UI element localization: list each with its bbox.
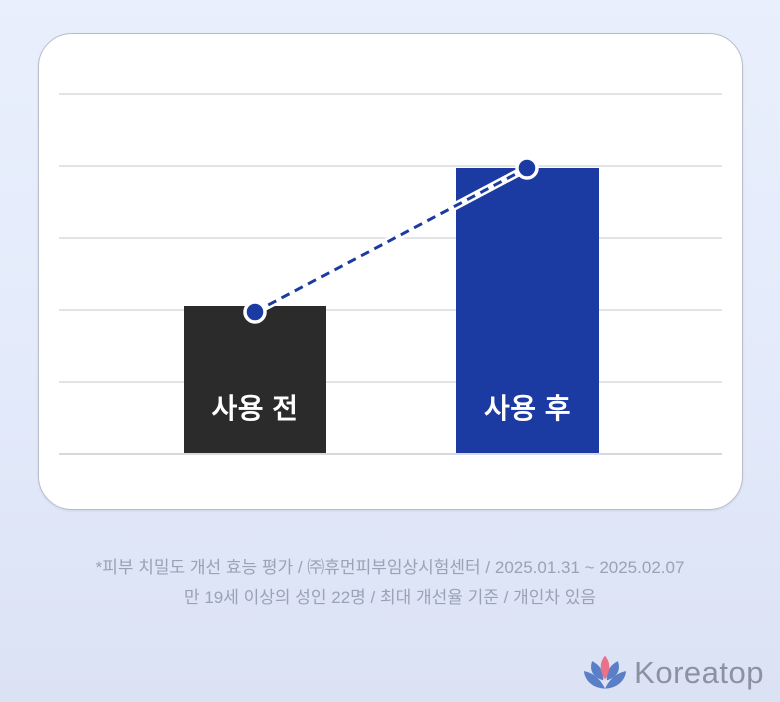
bar-label-before: 사용 전: [211, 393, 299, 424]
gridline: [59, 93, 722, 95]
bar-after-use: 사용 후: [456, 168, 599, 453]
gridline: [59, 309, 722, 311]
gridline: [59, 237, 722, 239]
footnote: *피부 치밀도 개선 효능 평가 / ㈜휴먼피부임상시험센터 / 2025.01…: [0, 553, 780, 613]
chart-card: 사용 전 사용 후: [38, 33, 743, 510]
bar-label-after: 사용 후: [483, 393, 572, 424]
footnote-line-1: *피부 치밀도 개선 효능 평가 / ㈜휴먼피부임상시험센터 / 2025.01…: [95, 558, 685, 577]
x-axis-baseline: [59, 453, 722, 455]
koreatop-logo: Koreatop: [583, 653, 764, 693]
logo-wordmark: Koreatop: [634, 655, 764, 690]
gridline: [59, 381, 722, 383]
footnote-line-2: 만 19세 이상의 성인 22명 / 최대 개선율 기준 / 개인차 있음: [183, 588, 597, 607]
gridline: [59, 165, 722, 167]
lotus-icon: [584, 655, 627, 689]
bar-before-use: 사용 전: [184, 306, 326, 453]
trend-line-overlay: [243, 156, 539, 324]
